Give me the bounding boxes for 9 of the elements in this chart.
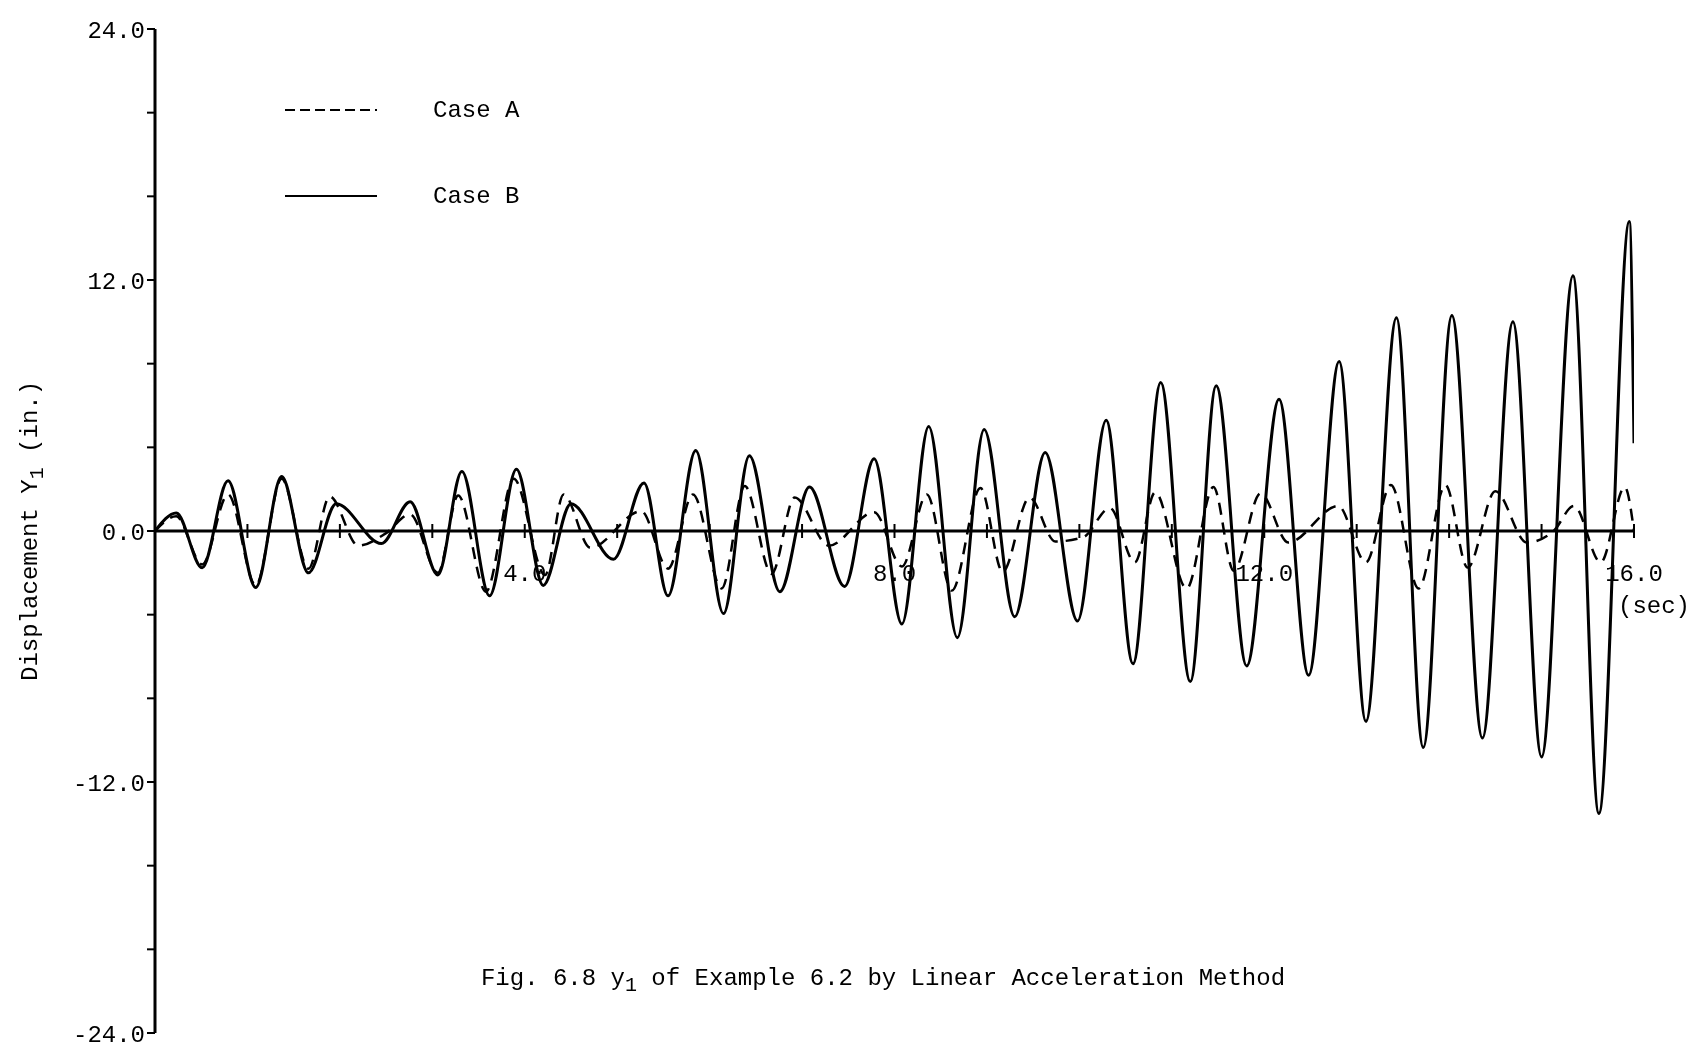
y-tick-label: 12.0 (87, 268, 145, 296)
y-tick-label: -12.0 (72, 770, 145, 798)
y-tick-label: 24.0 (87, 17, 145, 45)
text: Fig. 6.8 y$_{1}$ of Example 6.2 by Linear Acceleration Method (479, 965, 1287, 997)
legend-label: Case B (433, 182, 520, 210)
x-axis-title: (sec) (1617, 593, 1686, 620)
y-tick-label: 0.0 (101, 519, 145, 547)
legend-label: Case A (433, 96, 520, 124)
y-tick-label: -24.0 (72, 1021, 145, 1049)
